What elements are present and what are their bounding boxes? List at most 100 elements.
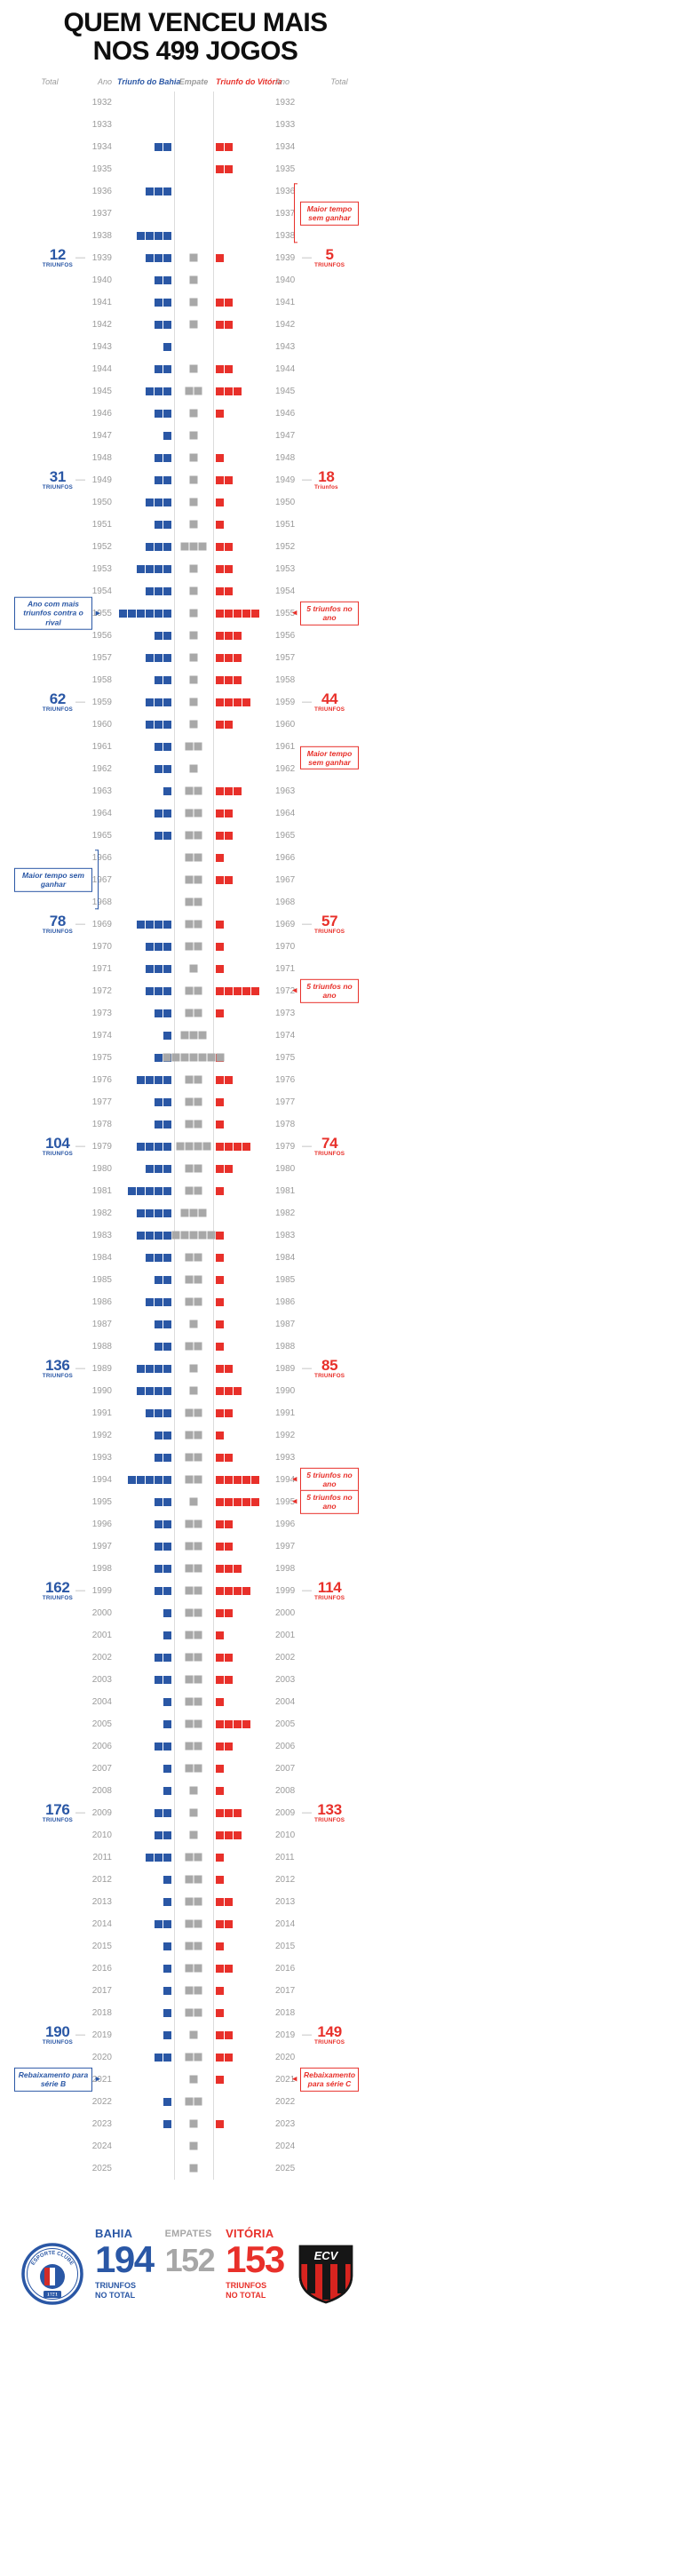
bahia-win-square bbox=[146, 231, 154, 240]
vitoria-total-cell bbox=[297, 1313, 382, 1336]
bahia-wins-cell bbox=[117, 380, 174, 403]
vitoria-win-square bbox=[242, 1475, 250, 1484]
empate-bar bbox=[189, 1830, 198, 1839]
bahia-total-cell bbox=[9, 1980, 91, 2002]
empate-square bbox=[194, 1009, 202, 1017]
vitoria-total-cell bbox=[297, 1891, 382, 1913]
empate-square bbox=[185, 742, 194, 751]
marker-dash: — bbox=[75, 1141, 85, 1152]
bahia-win-square bbox=[163, 1275, 171, 1284]
empate-bar bbox=[189, 1386, 198, 1395]
bahia-total-cell bbox=[9, 447, 91, 469]
bahia-total-cell bbox=[9, 1469, 91, 1491]
empate-square bbox=[185, 1186, 194, 1195]
vitoria-win-square bbox=[225, 698, 233, 706]
bahia-total-cell bbox=[9, 1491, 91, 1513]
bahia-win-square bbox=[163, 920, 171, 929]
vitoria-total-cell bbox=[297, 2113, 382, 2135]
bahia-win-bar bbox=[146, 1297, 171, 1306]
bahia-total-cell bbox=[9, 536, 91, 558]
vitoria-win-square bbox=[234, 1475, 242, 1484]
empate-cell bbox=[174, 358, 213, 380]
bahia-total-cell bbox=[9, 1069, 91, 1091]
bahia-win-square bbox=[146, 387, 154, 395]
vitoria-win-bar bbox=[216, 920, 224, 929]
bahia-win-square bbox=[146, 253, 154, 262]
vitoria-wins-cell bbox=[213, 1113, 270, 1136]
vitoria-wins-cell bbox=[213, 802, 270, 825]
year-label-right: 1994 bbox=[275, 1474, 296, 1485]
vitoria-total-cell bbox=[297, 1669, 382, 1691]
empate-square bbox=[198, 1208, 207, 1217]
vitoria-wins-cell bbox=[213, 336, 270, 358]
year-label-right: 1952 bbox=[275, 541, 296, 552]
bahia-cumulative-marker: 176 TRIUNFOS bbox=[43, 1802, 73, 1823]
vitoria-wins-cell bbox=[213, 1158, 270, 1180]
bahia-win-bar bbox=[163, 342, 171, 351]
empate-square bbox=[185, 1897, 194, 1906]
vitoria-win-bar bbox=[216, 1320, 224, 1328]
bahia-win-bar bbox=[155, 275, 171, 284]
empate-cell bbox=[174, 558, 213, 580]
vitoria-win-square bbox=[234, 698, 242, 706]
empate-square bbox=[180, 1053, 189, 1062]
bahia-wins-cell bbox=[117, 2002, 174, 2024]
vitoria-win-square bbox=[225, 1964, 233, 1973]
bahia-total-cell bbox=[9, 558, 91, 580]
bahia-total-cell bbox=[9, 1735, 91, 1758]
bahia-wins-cell bbox=[117, 114, 174, 136]
year-label-left: 1936 bbox=[91, 186, 112, 196]
vitoria-total-cell bbox=[297, 514, 382, 536]
vitoria-win-square bbox=[216, 1719, 224, 1728]
vitoria-wins-cell bbox=[213, 514, 270, 536]
bahia-win-bar bbox=[155, 320, 171, 329]
bahia-wins-cell bbox=[117, 1735, 174, 1758]
bahia-win-square bbox=[155, 586, 163, 595]
empate-cell bbox=[174, 2069, 213, 2091]
empate-bar bbox=[189, 964, 198, 973]
bahia-wins-cell bbox=[117, 1691, 174, 1713]
vitoria-win-square bbox=[216, 809, 224, 817]
vitoria-wins-cell bbox=[213, 491, 270, 514]
vitoria-win-bar bbox=[216, 1764, 224, 1773]
bahia-total-cell bbox=[9, 380, 91, 403]
empate-cell bbox=[174, 625, 213, 647]
vitoria-win-bar bbox=[216, 1586, 250, 1595]
vitoria-win-square bbox=[216, 1986, 224, 1995]
bahia-wins-cell bbox=[117, 1002, 174, 1025]
vitoria-win-bar bbox=[216, 564, 233, 573]
year-label-left: 1995 bbox=[91, 1496, 112, 1507]
bahia-win-bar bbox=[155, 1097, 171, 1106]
empate-cell bbox=[174, 1624, 213, 1647]
vitoria-wins-cell bbox=[213, 314, 270, 336]
empate-square bbox=[194, 1853, 202, 1862]
vitoria-win-square bbox=[225, 564, 233, 573]
vitoria-total-cell bbox=[297, 1958, 382, 1980]
year-label-right: 2020 bbox=[275, 2052, 296, 2062]
vitoria-wins-cell bbox=[213, 825, 270, 847]
year-label-right: 2009 bbox=[275, 1807, 296, 1818]
vitoria-wins-cell bbox=[213, 2113, 270, 2135]
year-label-left: 2015 bbox=[91, 1941, 112, 1951]
year-label-left: 1970 bbox=[91, 941, 112, 952]
empate-square bbox=[185, 1253, 194, 1262]
cumulative-value: 18 bbox=[318, 468, 335, 486]
vitoria-win-square bbox=[225, 1364, 233, 1373]
empate-bar bbox=[189, 2119, 198, 2128]
bahia-wins-cell bbox=[117, 1380, 174, 1402]
arrow-left-icon: ◀ bbox=[292, 610, 297, 617]
vitoria-win-square bbox=[216, 2053, 224, 2062]
empate-square bbox=[194, 1186, 202, 1195]
empate-square bbox=[194, 1408, 202, 1417]
cumulative-value: 62 bbox=[49, 690, 67, 708]
empate-square bbox=[189, 1386, 198, 1395]
year-label-left: 1979 bbox=[91, 1141, 112, 1152]
empate-bar bbox=[185, 1897, 202, 1906]
bahia-wins-cell bbox=[117, 780, 174, 802]
bahia-wins-cell bbox=[117, 1202, 174, 1224]
year-label-right: 1945 bbox=[275, 386, 296, 396]
vitoria-total-cell bbox=[297, 1402, 382, 1424]
cumulative-label: TRIUNFOS bbox=[314, 1595, 345, 1602]
bahia-win-square bbox=[146, 942, 154, 951]
empate-cell bbox=[174, 1158, 213, 1180]
